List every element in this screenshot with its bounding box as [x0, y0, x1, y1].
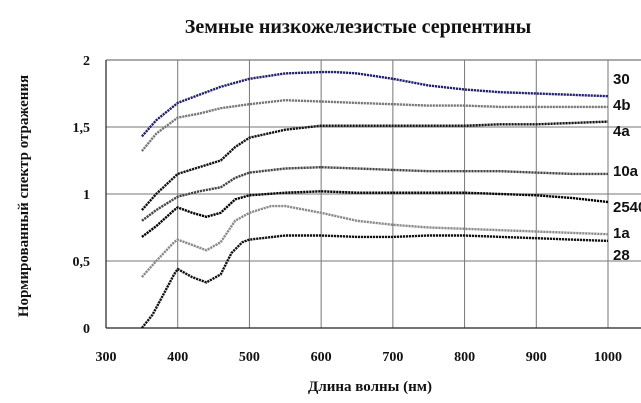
series-labels: 30 4b 4a 10a 2540 1a 28 [613, 71, 641, 264]
y-axis-label: Нормированный спектр отражения [16, 75, 32, 317]
axes: 300 400 500 600 700 800 900 1000 0 0,5 1 1,5 2 [73, 54, 641, 365]
series-line-10a [141, 166, 608, 222]
y-tick-label: 1,5 [73, 121, 91, 136]
x-tick-label: 1000 [594, 350, 622, 365]
series-label-28: 28 [613, 247, 630, 264]
series-line-2540 [141, 190, 609, 238]
series-line-30 [141, 70, 609, 138]
x-axis-label: Длина волны (нм) [308, 379, 432, 395]
x-tick-label: 300 [96, 350, 117, 365]
x-tick-label: 800 [454, 350, 475, 365]
series-line-4a [141, 120, 609, 211]
x-tick-label: 600 [311, 350, 332, 365]
series-label-30: 30 [613, 71, 630, 88]
series-label-4a: 4a [613, 123, 630, 140]
x-tick-label: 500 [239, 350, 260, 365]
y-tick-label: 2 [83, 54, 90, 69]
series-label-1a: 1a [613, 225, 630, 242]
series-line-28 [140, 234, 609, 329]
x-tick-label: 400 [167, 350, 188, 365]
chart-title: Земные низкожелезистые серпентины [185, 16, 532, 38]
series-label-4b: 4b [613, 97, 631, 114]
x-tick-label: 700 [382, 350, 403, 365]
y-tick-label: 1 [83, 188, 90, 203]
series-label-2540: 2540 [613, 199, 641, 216]
y-tick-label: 0 [83, 322, 90, 337]
y-tick-label: 0,5 [73, 255, 91, 270]
series-lines [140, 70, 609, 329]
series-line-1a [141, 204, 609, 278]
x-tick-label: 900 [526, 350, 547, 365]
series-label-10a: 10a [613, 163, 639, 180]
series-line-4b [140, 99, 608, 152]
